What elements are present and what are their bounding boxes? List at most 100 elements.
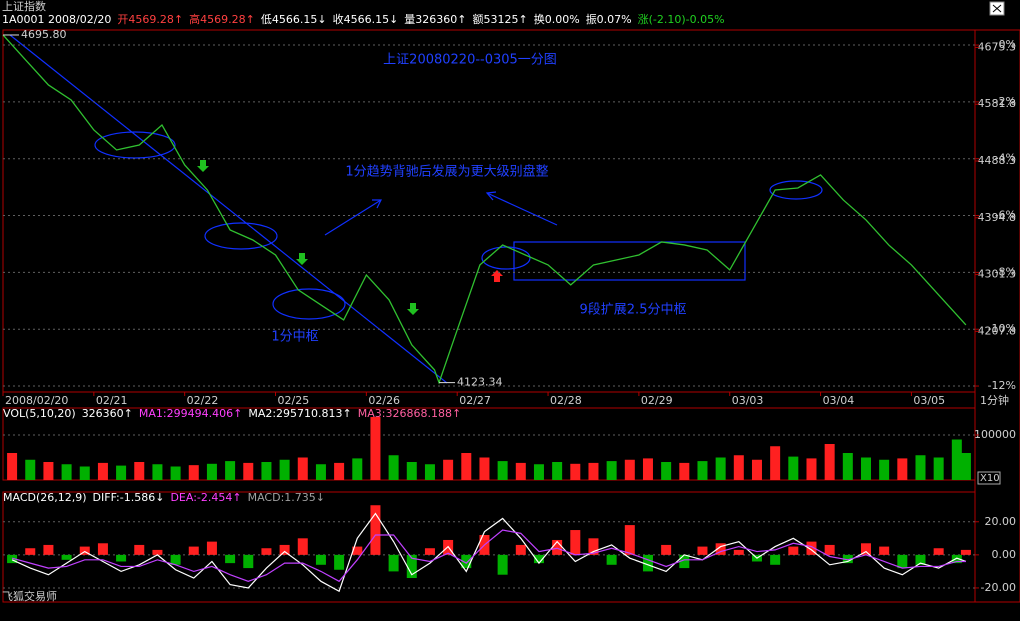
volume-bar — [225, 461, 236, 480]
price-line — [2, 34, 967, 385]
chart-title: 上证20080220--0305一分图 — [383, 53, 557, 68]
volume-bar — [960, 453, 971, 480]
y-tick-label: 4581.8 — [978, 97, 1017, 110]
macd-bar — [424, 548, 435, 555]
volume-bar — [406, 462, 417, 480]
macd-bar — [879, 546, 890, 555]
volume-bar — [61, 464, 72, 480]
legend-item: 326360↑ — [82, 407, 133, 420]
volume-bar — [497, 461, 508, 480]
y-tick-label: 4675.3 — [978, 40, 1017, 53]
volume-bar — [588, 462, 599, 480]
macd-bar — [915, 554, 926, 565]
macd-bar — [25, 548, 36, 555]
volume-bar — [334, 462, 345, 480]
legend-item: 额53125↑ — [473, 13, 528, 26]
software-name: 飞狐交易师 — [2, 589, 57, 603]
macd-bar — [842, 554, 853, 564]
macd-bar — [497, 554, 508, 575]
macd-bar — [225, 554, 236, 564]
macd-bar — [116, 554, 127, 562]
legend-item: MACD:1.735↓ — [248, 491, 325, 504]
y-tick-label: -6% — [995, 209, 1016, 222]
macd-bar — [588, 538, 599, 555]
volume-bar — [261, 462, 272, 480]
volume-bar — [570, 463, 581, 480]
macd-bar — [642, 554, 653, 572]
period-label: 1分钟 — [980, 393, 1009, 407]
volume-bar — [715, 457, 726, 480]
macd-bar — [79, 546, 90, 555]
volume-bar — [897, 458, 908, 480]
volume-bar — [661, 462, 672, 480]
volume-bar — [97, 462, 108, 480]
volume-bar — [515, 462, 526, 480]
volume-bar — [370, 417, 381, 480]
volume-bar — [479, 457, 490, 480]
macd-bar — [570, 530, 581, 555]
axis-frame — [974, 29, 1020, 603]
macd-bar — [370, 505, 381, 555]
volume-bar — [315, 464, 326, 480]
drawing-annotations — [9, 34, 823, 384]
macd-bar — [951, 554, 962, 564]
volume-bar — [7, 453, 18, 480]
scale-label: X10 — [980, 473, 1000, 484]
volume-bar — [933, 457, 944, 480]
volume-bar — [43, 462, 54, 480]
macd-bar — [297, 538, 308, 555]
legend-item: VOL(5,10,20) — [3, 407, 76, 420]
volume-bar — [770, 446, 781, 480]
volume-bar — [79, 466, 90, 480]
macd-bar — [788, 546, 799, 555]
index-name: 上证指数 — [2, 0, 46, 13]
y-tick-label: -20.00 — [981, 581, 1016, 594]
x-tick-label: 02/29 — [641, 394, 673, 407]
legend-item: 量326360↑ — [404, 13, 466, 26]
volume-bar — [25, 459, 36, 480]
volume-bar — [806, 458, 817, 480]
y-tick-label: 4488.3 — [978, 154, 1017, 167]
legend-item: MA2:295710.813↑ — [248, 407, 351, 420]
panel-legend: MACD(26,12,9) DIFF:-1.586↓ DEA:-2.454↑ MACD… — [3, 491, 325, 504]
y-tick-label: 100000 — [974, 428, 1016, 441]
legend-item: 高4569.28↑ — [189, 12, 255, 26]
macd-bar — [388, 554, 399, 572]
y-tick-label: 20.00 — [985, 515, 1017, 528]
macd-bar — [334, 554, 345, 570]
legend-item: MACD(26,12,9) — [3, 491, 87, 504]
volume-bar — [243, 462, 254, 480]
macd-bar — [606, 554, 617, 565]
y-tick-label: 0.00 — [992, 548, 1017, 561]
x-tick-label: 02/26 — [368, 394, 400, 407]
macd-bar — [960, 549, 971, 555]
scale-box — [977, 471, 1001, 485]
legend-item: 1A0001 2008/02/20 — [2, 13, 111, 26]
y-tick-label: 0% — [999, 38, 1016, 51]
legend-item: 涨(-2.10)-0.05% — [638, 13, 725, 26]
macd-bar — [61, 554, 72, 560]
y-tick-label: -2% — [995, 95, 1016, 108]
volume-bar — [170, 466, 181, 480]
macd-bar — [97, 543, 108, 555]
volume-bar — [860, 457, 871, 480]
macd-bar — [134, 544, 145, 555]
volume-bar — [152, 464, 163, 480]
macd-bar — [624, 525, 635, 555]
volume-bar — [297, 457, 308, 480]
volume-bar — [552, 462, 563, 480]
y-tick-label: 4207.8 — [978, 324, 1017, 337]
volume-bar — [788, 456, 799, 480]
volume-bar — [461, 453, 472, 480]
macd-bar — [188, 546, 199, 555]
volume-bar — [388, 455, 399, 480]
macd-bar — [533, 554, 544, 564]
y-tick-label: -12% — [988, 379, 1016, 392]
volume-bar — [642, 458, 653, 480]
macd-bar — [279, 544, 290, 555]
volume-bar — [824, 444, 835, 480]
x-tick-label: 02/27 — [459, 394, 491, 407]
window-button[interactable] — [989, 1, 1005, 16]
